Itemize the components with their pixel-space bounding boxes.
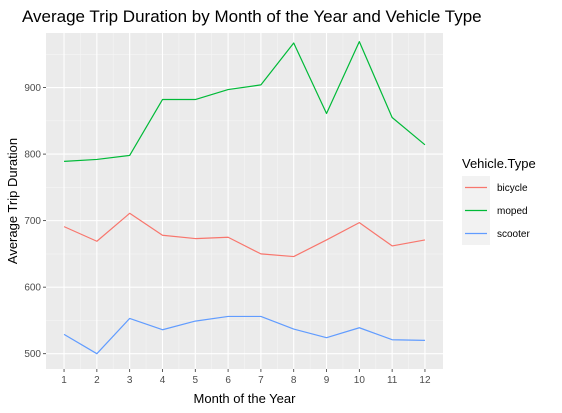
legend-items: bicycle moped scooter: [462, 176, 530, 245]
legend-item-scooter: scooter: [462, 222, 530, 245]
y-tick-label: 600: [24, 283, 41, 294]
y-axis-title: Average Trip Duration: [5, 138, 20, 264]
x-tick-label: 8: [291, 375, 297, 386]
legend-label: scooter: [497, 229, 530, 240]
y-tick-label: 500: [24, 349, 41, 360]
x-tick-label: 12: [419, 375, 431, 386]
y-tick-label: 800: [24, 150, 41, 161]
legend-label: bicycle: [497, 183, 528, 194]
minor-gridlines: [46, 33, 443, 369]
series-line-moped: [64, 41, 426, 163]
x-axis-title: Month of the Year: [194, 391, 297, 406]
series-line-scooter: [63, 315, 425, 355]
legend: Vehicle.Type bicycle moped scooter: [462, 156, 536, 245]
x-tick-label: 4: [160, 375, 166, 386]
y-axis-ticks: 500 600 700 800 900: [24, 83, 46, 360]
major-gridlines: [46, 33, 443, 369]
x-tick-label: 7: [258, 375, 264, 386]
legend-item-moped: moped: [462, 199, 528, 222]
chart-title: Average Trip Duration by Month of the Ye…: [22, 7, 482, 26]
y-tick-label: 700: [24, 216, 41, 227]
x-tick-label: 3: [127, 375, 133, 386]
legend-item-bicycle: bicycle: [462, 176, 528, 199]
legend-label: moped: [497, 206, 528, 217]
series-line-bicycle: [63, 212, 426, 258]
x-tick-label: 5: [193, 375, 199, 386]
x-tick-label: 9: [324, 375, 330, 386]
x-tick-label: 2: [94, 375, 100, 386]
x-tick-label: 11: [387, 375, 398, 386]
x-tick-label: 6: [225, 375, 231, 386]
x-tick-label: 10: [354, 375, 366, 386]
x-axis-ticks: 1 2 3 4 5 6 7 8 9 10 11 12: [61, 369, 431, 386]
x-tick-label: 1: [61, 375, 67, 386]
legend-title: Vehicle.Type: [462, 156, 536, 171]
y-tick-label: 900: [24, 83, 41, 94]
series-lines: [63, 41, 426, 355]
